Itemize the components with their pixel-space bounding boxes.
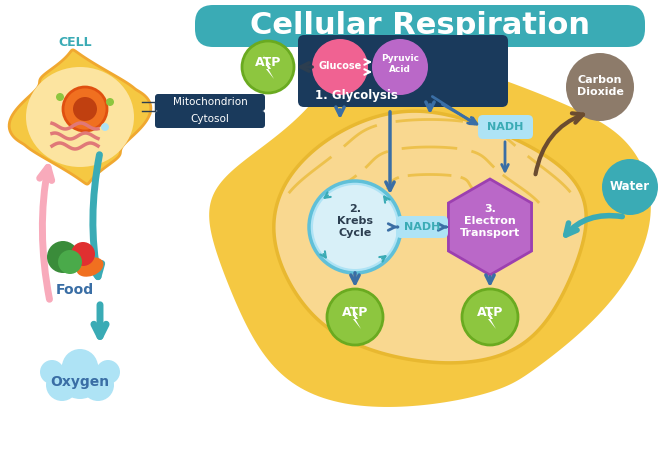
Polygon shape: [9, 50, 151, 184]
Circle shape: [62, 349, 98, 385]
Text: ATP: ATP: [255, 57, 281, 69]
Circle shape: [462, 289, 518, 345]
Ellipse shape: [76, 257, 104, 277]
Circle shape: [566, 53, 634, 121]
Text: Glucose: Glucose: [318, 61, 362, 71]
Circle shape: [96, 360, 120, 384]
FancyBboxPatch shape: [298, 35, 508, 107]
Text: Food: Food: [56, 283, 94, 297]
FancyArrowPatch shape: [94, 305, 106, 336]
Polygon shape: [263, 55, 274, 79]
Polygon shape: [274, 111, 586, 363]
Polygon shape: [448, 179, 532, 275]
Text: ATP: ATP: [342, 307, 368, 319]
FancyArrowPatch shape: [566, 216, 622, 235]
FancyBboxPatch shape: [478, 115, 533, 139]
Polygon shape: [350, 305, 361, 329]
Circle shape: [58, 355, 102, 399]
Circle shape: [63, 87, 107, 131]
Circle shape: [82, 369, 114, 401]
Circle shape: [372, 39, 428, 95]
Circle shape: [309, 181, 401, 273]
Circle shape: [71, 242, 95, 266]
Circle shape: [73, 97, 97, 121]
Circle shape: [40, 360, 64, 384]
Text: Oxygen: Oxygen: [50, 375, 110, 389]
Circle shape: [313, 185, 397, 269]
FancyBboxPatch shape: [195, 5, 645, 47]
Text: Pyruvic
Acid: Pyruvic Acid: [381, 54, 419, 74]
Text: 2.
Krebs
Cycle: 2. Krebs Cycle: [337, 204, 373, 239]
Circle shape: [56, 93, 64, 101]
Text: Cytosol: Cytosol: [191, 114, 230, 124]
Text: Mitochondrion: Mitochondrion: [173, 97, 248, 107]
Text: NADH: NADH: [487, 122, 523, 132]
Circle shape: [58, 250, 82, 274]
Circle shape: [327, 289, 383, 345]
Circle shape: [101, 123, 109, 131]
Circle shape: [47, 241, 79, 273]
Circle shape: [602, 159, 658, 215]
FancyBboxPatch shape: [155, 94, 265, 111]
FancyArrowPatch shape: [90, 155, 102, 276]
Polygon shape: [485, 305, 496, 329]
Circle shape: [106, 98, 114, 106]
Polygon shape: [209, 48, 651, 407]
Ellipse shape: [26, 67, 134, 167]
Text: NADH: NADH: [404, 222, 440, 232]
FancyArrowPatch shape: [535, 113, 583, 174]
Text: 3.
Electron
Transport: 3. Electron Transport: [460, 204, 520, 239]
Text: CELL: CELL: [58, 36, 92, 49]
Text: Carbon
Dioxide: Carbon Dioxide: [576, 75, 623, 97]
Text: Cellular Respiration: Cellular Respiration: [250, 11, 590, 41]
FancyBboxPatch shape: [155, 111, 265, 128]
Text: ATP: ATP: [477, 307, 503, 319]
Circle shape: [46, 369, 78, 401]
Circle shape: [312, 39, 368, 95]
Text: Water: Water: [610, 181, 650, 193]
FancyArrowPatch shape: [40, 167, 52, 299]
FancyBboxPatch shape: [396, 216, 448, 238]
Text: 1. Glycolysis: 1. Glycolysis: [315, 89, 398, 101]
Circle shape: [242, 41, 294, 93]
